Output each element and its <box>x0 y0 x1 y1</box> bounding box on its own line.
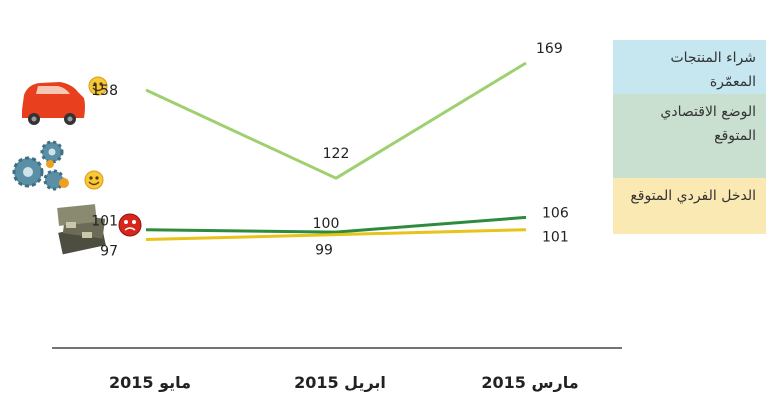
data-label: 169 <box>536 41 563 57</box>
legend-item-1: شراء المنتجات المعمّرة <box>613 40 766 94</box>
data-label: 101 <box>542 230 569 246</box>
x-tick-label: ابريل 2015 <box>294 373 386 392</box>
series-layer <box>145 61 527 241</box>
series-line-2 <box>145 215 527 234</box>
money-stack-icon <box>57 204 106 255</box>
x-tick-label: مايو 2015 <box>109 373 191 392</box>
series-line-1 <box>145 61 527 180</box>
smiley-happy-icon <box>84 170 104 190</box>
smiley-sad-icon <box>118 213 142 237</box>
tick-labels-layer: مايو 2015 ابريل 2015 مارس 2015 <box>109 373 579 392</box>
data-label: 158 <box>91 83 118 99</box>
legend-item-3: الدخل الفردي المتوقع <box>613 178 766 234</box>
car-icon <box>22 82 85 125</box>
data-label: 122 <box>323 146 350 162</box>
series-line-3 <box>145 228 527 241</box>
point-labels-layer: 158 122 169 101 100 106 97 99 101 <box>91 41 569 259</box>
legend-item-2: الوضع الاقتصادي المتوقع <box>613 94 766 178</box>
smiley-happy-icon <box>88 76 108 96</box>
x-tick-label: مارس 2015 <box>481 373 578 392</box>
data-label: 106 <box>542 205 569 221</box>
data-label: 99 <box>315 243 333 259</box>
data-label: 100 <box>313 216 340 232</box>
data-label: 97 <box>100 243 118 259</box>
gears-icon <box>12 140 69 191</box>
icons-layer <box>12 76 142 255</box>
data-label: 101 <box>91 214 118 230</box>
